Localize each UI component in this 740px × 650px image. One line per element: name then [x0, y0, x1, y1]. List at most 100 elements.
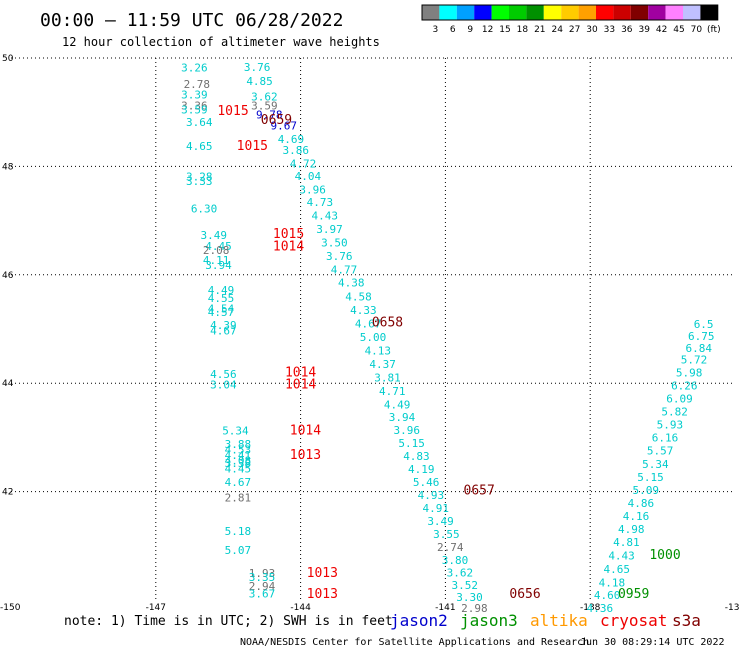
colorbar-label: 24 [551, 25, 563, 35]
wave-height-value: 4.57 [208, 306, 235, 319]
colorbar-swatch [648, 5, 666, 20]
wave-height-value: 5.15 [398, 437, 425, 450]
colorbar-swatch [543, 5, 562, 20]
wave-height-value: 6.5 [694, 318, 714, 331]
wave-height-value: 4.65 [186, 140, 213, 153]
wave-height-value: 4.39 [210, 319, 237, 332]
wave-height-value: 4.53 [225, 444, 252, 457]
wave-height-value: 4.18 [599, 576, 626, 589]
x-tick-label: -147 [146, 603, 166, 613]
wave-height-value: 1.93 [249, 567, 276, 580]
wave-height-value: 4.72 [290, 157, 317, 170]
wave-height-value: 2.78 [184, 78, 211, 91]
wave-height-value: 5.57 [647, 445, 674, 458]
wave-height-value: 6.16 [652, 432, 679, 445]
wave-height-value: 4.77 [331, 264, 358, 277]
x-tick-label: -138 [580, 603, 601, 613]
wave-height-value: 4.98 [618, 523, 645, 536]
colorbar-label: 33 [604, 25, 615, 35]
wave-height-value: 4.69 [278, 133, 305, 146]
wave-height-value: 4.71 [379, 385, 406, 398]
colorbar-label: 3 [433, 25, 439, 35]
wave-height-value: 3.49 [200, 229, 227, 242]
colorbar-swatch [665, 5, 683, 20]
wave-height-value: 3.96 [299, 184, 326, 197]
pass-time-label: 1013 [290, 448, 321, 463]
wave-height-value: 4.16 [623, 510, 650, 523]
satellite-name-cryosat: cryosat [600, 611, 667, 630]
wave-height-value: 4.85 [246, 75, 273, 88]
wave-height-value: 6.30 [191, 202, 218, 215]
colorbar-swatch [422, 5, 440, 20]
satellite-name-jason3: jason3 [460, 611, 518, 630]
wave-height-value: 6.84 [686, 342, 713, 355]
colorbar-label: 45 [673, 25, 684, 35]
wave-height-value: 6.09 [666, 393, 693, 406]
y-tick-label: 50 [2, 54, 14, 64]
wave-height-value: 4.38 [338, 277, 365, 290]
wave-height-value: 4.91 [422, 502, 449, 515]
pass-time-label: 0658 [372, 315, 403, 330]
wave-height-value: 3.76 [244, 61, 271, 74]
colorbar-label: 9 [467, 25, 473, 35]
colorbar-label: 70 [691, 25, 703, 35]
colorbar-label: 6 [450, 25, 456, 35]
wave-height-value: 5.46 [413, 476, 440, 489]
wave-height-value: 3.94 [389, 411, 416, 424]
wave-height-value: 4.93 [418, 489, 445, 502]
wave-height-value: 5.09 [632, 484, 659, 497]
colorbar-swatch [439, 5, 457, 20]
pass-time-label: 1014 [285, 378, 316, 393]
colorbar-swatch [613, 5, 631, 20]
wave-height-value: 5.34 [222, 425, 249, 438]
wave-height-value: 3.38 [225, 457, 252, 470]
wave-height-value: 4.04 [295, 170, 322, 183]
wave-height-value: 3.55 [433, 528, 460, 541]
wave-height-value: 6.75 [688, 330, 715, 343]
wave-height-value: 4.81 [613, 536, 640, 549]
chart-title: 00:00 – 11:59 UTC 06/28/2022 [40, 10, 343, 31]
x-tick-label: -150 [0, 603, 21, 613]
wave-height-value: 3.39 [181, 89, 208, 102]
wave-height-value: 4.54 [208, 303, 235, 316]
wave-height-value: 2.74 [437, 541, 464, 554]
wave-height-value: 3.62 [447, 567, 474, 580]
y-tick-label: 44 [2, 379, 14, 389]
wave-height-value: 3.67 [249, 587, 276, 600]
pass-time-label: 0959 [618, 587, 649, 602]
wave-height-value: 4.60 [594, 589, 621, 602]
wave-height-value: 3.81 [374, 372, 401, 385]
pass-time-labels: 1015101506591015101406581014101410141013… [217, 104, 680, 602]
pass-time-label: 0656 [509, 587, 540, 602]
satellite-name-altika: altika [530, 611, 588, 630]
wave-height-value: 3.59 [251, 99, 278, 112]
wave-height-value: 5.82 [661, 406, 688, 419]
pass-time-label: 0657 [464, 483, 495, 498]
wave-height-value: 4.37 [369, 358, 396, 371]
wave-height-value: 4.73 [307, 196, 334, 209]
wave-height-value: 5.72 [681, 354, 708, 367]
wave-height-value: 4.65 [603, 563, 630, 576]
colorbar-label: 36 [621, 25, 633, 35]
timestamp-text: Jun 30 08:29:14 UTC 2022 [580, 637, 725, 648]
satellite-name-jason2: jason2 [390, 611, 448, 630]
wave-height-value: 4.67 [355, 317, 382, 330]
pass-time-label: 1000 [649, 548, 680, 563]
colorbar-label: 39 [638, 25, 650, 35]
wave-height-value: 4.43 [608, 549, 635, 562]
wave-height-value: 4.11 [203, 254, 230, 267]
wave-height-value: 4.55 [208, 292, 235, 305]
colorbar-legend: 3 6 9 12 15 18 21 24 27 30 33 36 39 42 45 70 (ft) [421, 4, 721, 35]
satellite-name-s3a: s3a [672, 611, 701, 630]
colorbar-swatch [700, 5, 718, 20]
note-text: note: 1) Time is in UTC; 2) SWH is in fe… [64, 614, 393, 629]
wave-height-value: 5.34 [642, 458, 669, 471]
wave-height-value: 4.45 [205, 240, 232, 253]
wave-height-value: 4.19 [408, 463, 435, 476]
wave-height-value: 4.41 [225, 449, 252, 462]
wave-height-value: 4.83 [403, 450, 430, 463]
y-tick-label: 46 [2, 271, 14, 281]
pass-time-label: 1013 [307, 587, 338, 602]
colorbar-swatch [456, 5, 475, 20]
